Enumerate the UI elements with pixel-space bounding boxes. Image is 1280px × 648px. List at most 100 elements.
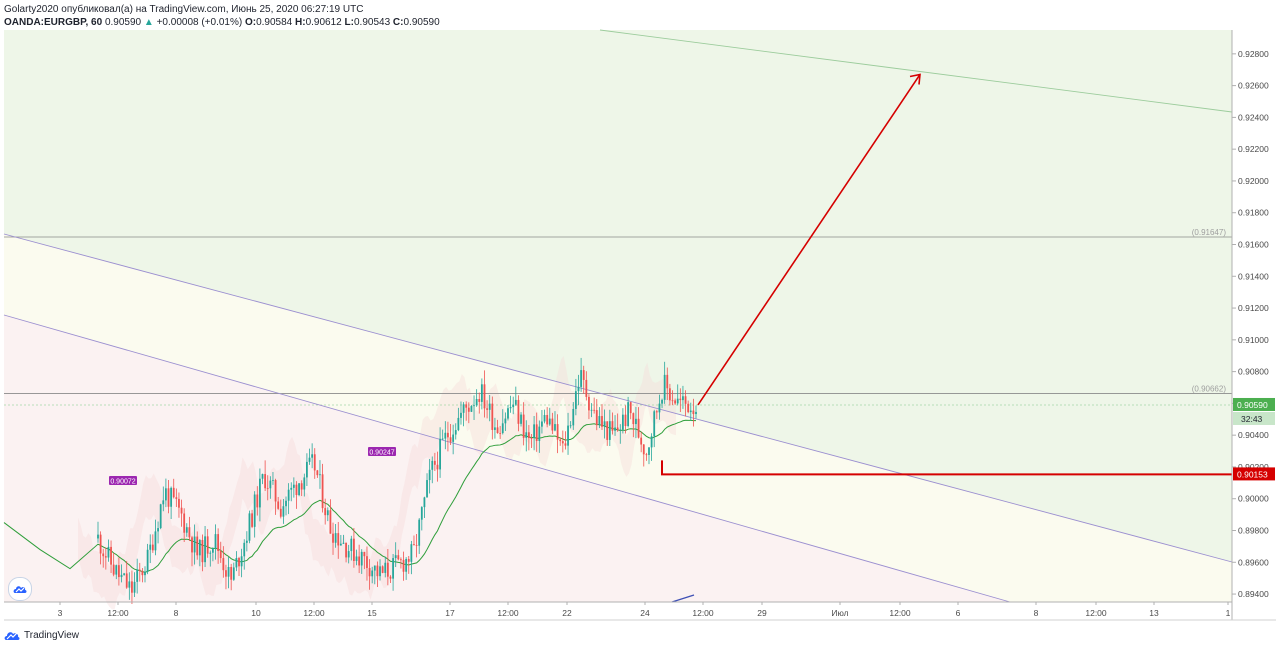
candle[interactable] [360, 551, 363, 566]
candle[interactable] [695, 411, 697, 415]
candle[interactable] [436, 464, 439, 470]
candle[interactable] [191, 537, 193, 553]
candle[interactable] [211, 548, 214, 553]
candle[interactable] [559, 439, 562, 442]
candle[interactable] [684, 396, 687, 404]
candle[interactable] [339, 543, 342, 546]
candle[interactable] [285, 500, 287, 507]
candle[interactable] [290, 487, 293, 490]
candle[interactable] [193, 536, 196, 553]
candle[interactable] [253, 494, 256, 527]
candle[interactable] [543, 414, 546, 422]
candle[interactable] [475, 399, 478, 406]
candle[interactable] [110, 546, 112, 565]
candle[interactable] [394, 555, 397, 559]
candle[interactable] [601, 416, 603, 427]
candle[interactable] [217, 534, 220, 552]
candle[interactable] [251, 513, 253, 527]
candle[interactable] [520, 414, 522, 424]
candle[interactable] [264, 474, 267, 489]
candle[interactable] [373, 565, 376, 571]
candle[interactable] [663, 374, 666, 400]
candle[interactable] [248, 513, 251, 541]
candle[interactable] [619, 429, 622, 431]
candle[interactable] [397, 555, 400, 560]
candle[interactable] [640, 437, 643, 445]
candle[interactable] [598, 416, 601, 426]
candle[interactable] [308, 457, 311, 462]
candle[interactable] [319, 474, 321, 476]
candle[interactable] [608, 421, 611, 440]
candle[interactable] [99, 534, 102, 554]
candle[interactable] [564, 443, 567, 446]
candle[interactable] [201, 540, 204, 563]
candle[interactable] [157, 528, 159, 532]
candle[interactable] [533, 424, 535, 439]
candle[interactable] [407, 558, 410, 562]
candle[interactable] [198, 540, 201, 556]
candle[interactable] [460, 412, 462, 418]
candle[interactable] [384, 562, 387, 573]
candle[interactable] [238, 558, 240, 567]
candle[interactable] [316, 470, 319, 476]
candle[interactable] [420, 507, 423, 520]
candle[interactable] [517, 399, 520, 424]
candle[interactable] [452, 434, 455, 442]
candle[interactable] [538, 426, 541, 442]
candle[interactable] [405, 558, 408, 572]
candle[interactable] [188, 527, 191, 538]
candle[interactable] [240, 556, 243, 567]
candle[interactable] [494, 427, 496, 430]
candle[interactable] [366, 556, 368, 568]
middle-trend-line[interactable] [3, 233, 1233, 563]
candle[interactable] [614, 427, 616, 431]
candle[interactable] [178, 498, 180, 508]
candle[interactable] [128, 581, 131, 588]
candle[interactable] [180, 507, 183, 514]
candle[interactable] [682, 396, 684, 401]
candle[interactable] [287, 489, 290, 501]
candle[interactable] [658, 403, 661, 413]
candle[interactable] [185, 527, 188, 533]
candle[interactable] [676, 398, 679, 404]
candle[interactable] [635, 418, 637, 425]
candle[interactable] [611, 421, 614, 431]
candle[interactable] [303, 477, 306, 490]
candle[interactable] [666, 374, 669, 389]
candle[interactable] [632, 413, 635, 425]
candle[interactable] [428, 469, 431, 481]
candle[interactable] [522, 414, 525, 438]
candle[interactable] [603, 421, 606, 427]
candle[interactable] [653, 411, 656, 437]
candle[interactable] [353, 538, 355, 561]
candle[interactable] [431, 460, 434, 470]
candle[interactable] [674, 400, 677, 404]
candle[interactable] [269, 480, 272, 489]
candle[interactable] [561, 441, 564, 444]
candle[interactable] [292, 484, 295, 488]
candle[interactable] [162, 500, 165, 505]
candle[interactable] [358, 556, 361, 566]
candle[interactable] [107, 546, 110, 558]
candle[interactable] [462, 404, 465, 413]
candle[interactable] [368, 567, 371, 577]
candle[interactable] [159, 504, 162, 529]
candle[interactable] [480, 384, 483, 402]
candle[interactable] [496, 427, 499, 434]
candle[interactable] [525, 432, 528, 438]
candle[interactable] [556, 424, 559, 440]
candle[interactable] [668, 388, 671, 401]
candle[interactable] [371, 570, 374, 577]
symbol-label[interactable]: OANDA:EURGBP, 60 [4, 17, 103, 28]
candle[interactable] [104, 556, 107, 558]
candle[interactable] [499, 433, 502, 434]
candle[interactable] [298, 483, 300, 496]
candle[interactable] [311, 454, 314, 458]
candle[interactable] [433, 460, 436, 465]
candle[interactable] [326, 510, 329, 516]
candle[interactable] [222, 558, 225, 571]
candle[interactable] [439, 438, 441, 470]
candle[interactable] [679, 398, 682, 401]
candle[interactable] [295, 484, 298, 496]
